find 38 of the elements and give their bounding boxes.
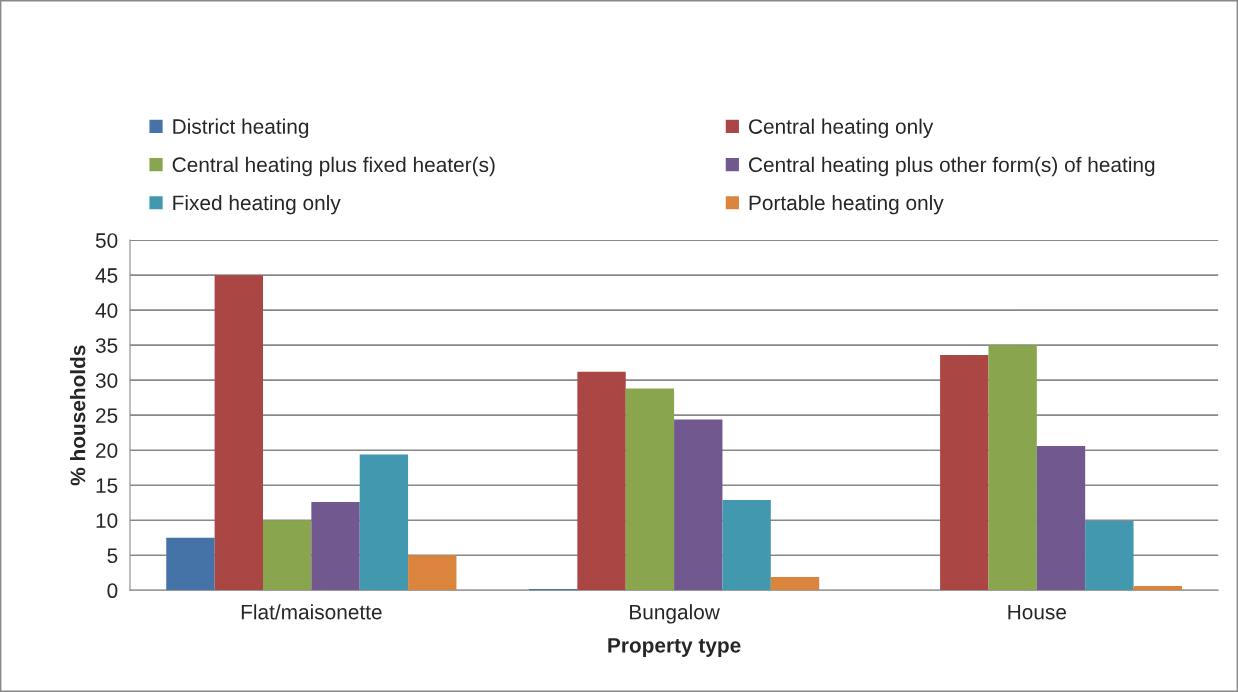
legend-label: Central heating only bbox=[749, 118, 934, 139]
x-tick-label: House bbox=[1008, 604, 1067, 620]
legend-label: Central heating plus fixed heater(s) bbox=[172, 156, 495, 177]
bar bbox=[166, 537, 215, 591]
bar bbox=[408, 555, 457, 591]
legend-label: Central heating plus other form(s) of heating bbox=[749, 156, 1155, 177]
bar bbox=[674, 419, 723, 591]
bar bbox=[988, 345, 1037, 591]
bar bbox=[311, 502, 360, 591]
y-axis-title: % households bbox=[70, 345, 86, 486]
bar bbox=[577, 371, 626, 591]
bar bbox=[1133, 586, 1182, 591]
y-tick-label: 25 bbox=[96, 408, 118, 423]
y-tick-label: 10 bbox=[96, 513, 118, 528]
bar bbox=[1036, 446, 1086, 591]
legend-label: Fixed heating only bbox=[173, 194, 341, 215]
y-tick-label: 15 bbox=[96, 478, 118, 493]
bar bbox=[940, 354, 989, 591]
y-tick-label: 20 bbox=[96, 443, 118, 458]
y-tick-label: 45 bbox=[95, 268, 118, 283]
bar bbox=[359, 454, 409, 591]
bar bbox=[625, 388, 675, 591]
bar bbox=[722, 499, 771, 591]
y-tick-label: 50 bbox=[95, 233, 118, 248]
bar bbox=[214, 275, 263, 591]
y-tick-label: 40 bbox=[95, 303, 118, 318]
x-tick-label: Flat/maisonette bbox=[241, 604, 382, 620]
y-tick-label: 35 bbox=[95, 338, 118, 353]
x-tick-label: Bungalow bbox=[630, 604, 720, 624]
bar bbox=[1085, 520, 1134, 591]
legend-label: District heating bbox=[173, 118, 309, 139]
y-tick-label: 5 bbox=[107, 548, 118, 564]
legend-label: Portable heating only bbox=[749, 194, 944, 215]
x-axis-title: Property type bbox=[608, 638, 741, 657]
bar bbox=[262, 520, 312, 591]
y-tick-label: 0 bbox=[107, 583, 118, 599]
y-tick-label: 30 bbox=[95, 373, 118, 388]
bar bbox=[770, 576, 820, 591]
